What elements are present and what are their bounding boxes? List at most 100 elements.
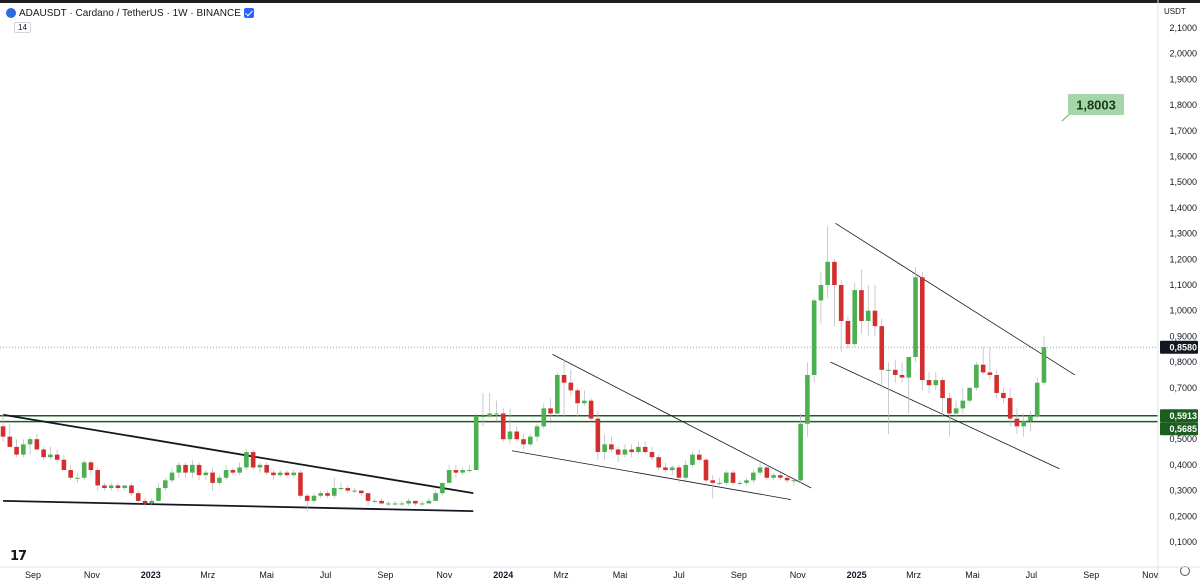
candle-body [399, 503, 405, 505]
candle-up [541, 403, 547, 429]
candle-up [223, 464, 229, 481]
candle-down [663, 462, 668, 473]
price-tick-label: 1,4000 [1169, 203, 1197, 213]
time-tick-label: Mrz [200, 570, 215, 580]
candle-body [933, 380, 939, 386]
candle-body [14, 446, 19, 455]
candle-body [75, 477, 80, 479]
indicator-badge[interactable]: 14 [14, 22, 31, 33]
candle-up [406, 498, 411, 507]
price-label-text: 0,5913 [1169, 411, 1197, 421]
candle-body [291, 472, 297, 476]
candle-down [453, 464, 459, 478]
target-label-text: 1,8003 [1076, 98, 1116, 113]
candle-body [217, 477, 222, 483]
candle-body [54, 454, 60, 460]
candle-down [298, 470, 303, 499]
candle-body [859, 290, 864, 321]
candle-down [703, 457, 709, 483]
candle-body [595, 418, 601, 453]
candle-body [609, 444, 614, 450]
candle-down [609, 436, 614, 453]
candle-down [764, 464, 770, 481]
candle-up [751, 470, 756, 483]
candle-up [757, 462, 763, 476]
candle-body [669, 467, 675, 471]
candle-body [203, 472, 209, 476]
candle-down [629, 444, 634, 458]
price-label-text: 0,8580 [1169, 343, 1197, 353]
candle-down [1014, 408, 1020, 435]
candle-down [892, 359, 898, 383]
candle-up [81, 459, 87, 481]
candle-body [372, 500, 378, 502]
candle-up [805, 362, 810, 437]
candle-down [95, 467, 100, 491]
candle-up [487, 392, 493, 419]
candle-up [967, 387, 972, 404]
candle-up [440, 482, 445, 496]
candle-up [913, 267, 918, 363]
candle-down [899, 362, 905, 383]
currency-label[interactable]: USDT [1164, 7, 1186, 16]
candle-body [95, 470, 100, 486]
symbol-header[interactable]: ADAUSDT · Cardano / TetherUS · 1W · BINA… [6, 6, 254, 20]
candle-up [244, 449, 249, 471]
candle-up [21, 439, 26, 458]
candle-body [548, 408, 553, 414]
candle-body [886, 369, 891, 371]
candle-body [237, 467, 242, 473]
candle-up [717, 477, 722, 486]
candle-body [271, 472, 276, 476]
candle-body [615, 449, 621, 455]
time-tick-label: Sep [25, 570, 41, 580]
candle-body [703, 459, 709, 481]
candle-up [108, 482, 114, 491]
candle-body [494, 413, 499, 415]
candle-down [115, 482, 121, 491]
candle-body [190, 464, 195, 473]
candle-up [683, 459, 689, 481]
candle-body [345, 488, 351, 491]
candle-down [642, 441, 648, 455]
candle-body [440, 482, 445, 494]
candle-up [744, 477, 749, 486]
time-tick-label: Mai [259, 570, 274, 580]
verified-check-icon [243, 8, 254, 18]
candle-down [325, 490, 330, 499]
candle-down [183, 462, 188, 478]
candle-up [1034, 377, 1040, 419]
candle-down [271, 470, 276, 481]
price-tick-label: 1,6000 [1169, 152, 1197, 162]
candle-body [852, 290, 858, 345]
candle-down [196, 462, 202, 481]
candle-up [473, 413, 479, 471]
drawing-layer [0, 222, 1158, 513]
candle-body [967, 387, 972, 401]
candle-up [386, 500, 391, 507]
candle-down [521, 434, 526, 450]
candle-body [304, 495, 310, 501]
candle-body [413, 500, 418, 504]
candle-up [257, 462, 263, 473]
candle-down [548, 398, 553, 422]
candle-body [751, 472, 756, 481]
candle-down [778, 472, 783, 481]
time-tick-label: Jul [1026, 570, 1038, 580]
candle-up [217, 475, 222, 486]
candle-body [683, 464, 689, 478]
tradingview-logo-icon[interactable]: 17 [10, 549, 27, 564]
candle-body [1014, 418, 1020, 427]
candle-body [737, 482, 743, 484]
time-tick-label: Mrz [906, 570, 921, 580]
candle-up [372, 498, 378, 504]
candle-up [460, 467, 465, 476]
candle-up [852, 282, 858, 347]
candle-down [575, 387, 580, 417]
candle-body [48, 454, 53, 458]
candle-up [960, 387, 966, 414]
candle-body [818, 285, 824, 301]
time-tick-label: Mrz [554, 570, 569, 580]
candle-body [974, 364, 979, 388]
